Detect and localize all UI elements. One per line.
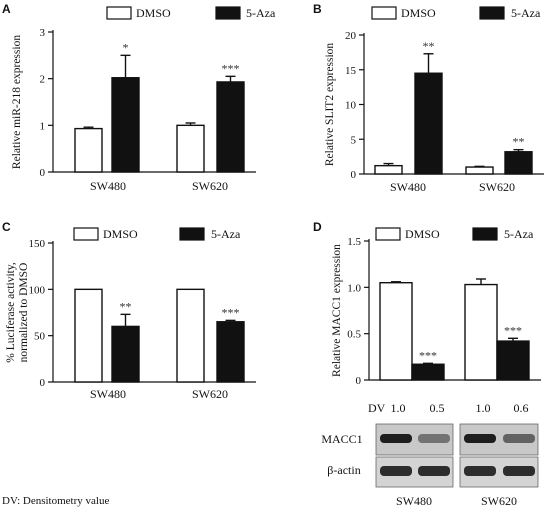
panel-d-band-macc1 [418,434,450,443]
panel-d-y-tick-label: 1.5 [347,236,361,248]
panel-b-bar-dmso-sw620 [465,166,494,175]
panel-d-bar-dmso-sw480 [379,282,413,381]
panel-a-legend-swatch-dmso [106,6,132,20]
panel-d-band-label-actin: β-actin [327,463,360,477]
panel-a-category-label-sw620: SW620 [192,179,228,193]
panel-d-dv-value: 1.0 [391,401,406,415]
panel-c-letter: C [2,220,11,234]
panel-d-legend-label-aza: 5-Aza [504,227,534,241]
panel-c-legend-label-dmso: DMSO [103,227,138,241]
panel-b-bar-aza-sw620 [504,151,533,175]
panel-d-band-actin [418,466,450,476]
panel-d-lane-label-sw620: SW620 [481,494,517,508]
panel-d-legend-label-dmso: DMSO [405,227,440,241]
panel-b-y-tick-label: 20 [345,30,357,42]
panel-b-letter: B [313,2,322,16]
panel-c-legend-swatch-aza [179,227,205,241]
panel-a-bar-aza-sw480 [111,77,140,173]
panel-b-bar-dmso-sw480 [374,164,403,175]
panel-c-bar-dmso-sw620 [176,288,205,383]
panel-d-band-label-macc1: MACC1 [321,432,362,446]
panel-d-dv-value: 0.6 [514,401,529,415]
panel-c-y-tick-label: 100 [29,284,46,296]
panel-c-significance-sw480: ** [120,299,132,313]
panel-d-band-macc1 [380,434,412,443]
panel-c-legend-swatch-dmso [73,227,99,241]
panel-c-significance-sw620: *** [222,305,240,319]
panel-b-category-label-sw480: SW480 [390,180,426,194]
panel-d-y-tick-label: 1.0 [347,282,361,294]
panel-b-legend-swatch-aza [479,6,505,20]
panel-a-y-tick-label: 1 [40,120,46,132]
panel-d-legend-swatch-aza [472,227,498,241]
panel-d-band-actin [503,466,535,476]
panel-c-category-label-sw480: SW480 [90,387,126,401]
panel-b-legend-label-aza: 5-Aza [511,6,541,20]
panel-a-bar-dmso-sw480 [74,127,103,173]
panel-b-legend-swatch-dmso [371,6,397,20]
panel-a-y-tick-label: 3 [40,27,46,39]
panel-a-legend-swatch-aza [215,6,241,20]
panel-d-bar-dmso-sw620 [464,283,498,381]
panel-b-y-tick-label: 15 [345,65,357,77]
panel-c-y-tick-label: 0 [40,377,46,389]
panel-a-letter: A [2,2,11,16]
panel-a-category-label-sw480: SW480 [90,179,126,193]
panel-a-legend-label-dmso: DMSO [136,6,171,20]
panel-d-bar-aza-sw620 [496,340,530,381]
panel-a-legend-label-aza: 5-Aza [246,6,276,20]
panel-d-band-macc1 [503,434,535,443]
panel-b-y-axis-label: Relative SLIT2 expression [324,43,336,167]
panel-b-category-label-sw620: SW620 [479,180,515,194]
panel-a-bar-aza-sw620 [216,81,245,173]
panel-b-bar-aza-sw480 [414,72,443,175]
panel-c-legend-label-aza: 5-Aza [211,227,241,241]
panel-d-dv-value: 0.5 [430,401,445,415]
panel-d-significance-sw480: *** [419,348,437,362]
panel-d-bar-aza-sw480 [411,363,445,381]
panel-d-dv-label: DV [368,401,386,415]
panel-a-y-axis-label: Relative miR-218 expression [11,35,23,169]
panel-d-band-actin [380,466,412,476]
panel-a-y-tick-label: 2 [40,74,46,86]
panel-d-legend-swatch-dmso [375,227,401,241]
panel-b-y-tick-label: 5 [351,134,357,146]
panel-b-y-tick-label: 0 [351,169,357,181]
panel-a-bar-dmso-sw620 [176,124,205,173]
panel-b-significance-sw620: ** [513,135,525,149]
panel-d-y-tick-label: 0.5 [347,329,361,341]
panel-d-dv-value: 1.0 [476,401,491,415]
panel-b-legend-label-dmso: DMSO [401,6,436,20]
panel-d-letter: D [313,220,322,234]
panel-c-y-axis-label: normalized to DMSO [18,263,30,363]
panel-c-category-label-sw620: SW620 [192,387,228,401]
panel-b-significance-sw480: ** [423,39,435,53]
panel-d-y-tick-label: 0 [356,375,362,387]
panel-a-y-tick-label: 0 [40,167,46,179]
panel-d-band-actin [464,466,496,476]
panel-c-bar-aza-sw480 [111,325,140,383]
panel-a-significance-sw480: * [123,40,129,54]
panel-d-significance-sw620: *** [504,323,522,337]
panel-c-y-tick-label: 50 [34,331,46,343]
panel-c-bar-aza-sw620 [216,321,245,383]
panel-c-bar-dmso-sw480 [74,288,103,383]
panel-d-band-macc1 [464,434,496,443]
panel-a-significance-sw620: *** [222,61,240,75]
panel-d-y-axis-label: Relative MACC1 expression [331,244,343,377]
panel-b-y-tick-label: 10 [345,100,357,112]
panel-d-lane-label-sw480: SW480 [396,494,432,508]
footnote: DV: Densitometry value [2,495,110,507]
panel-c-y-axis-label: % Luciferase activity, [5,262,17,363]
panel-c-y-tick-label: 150 [29,238,46,250]
